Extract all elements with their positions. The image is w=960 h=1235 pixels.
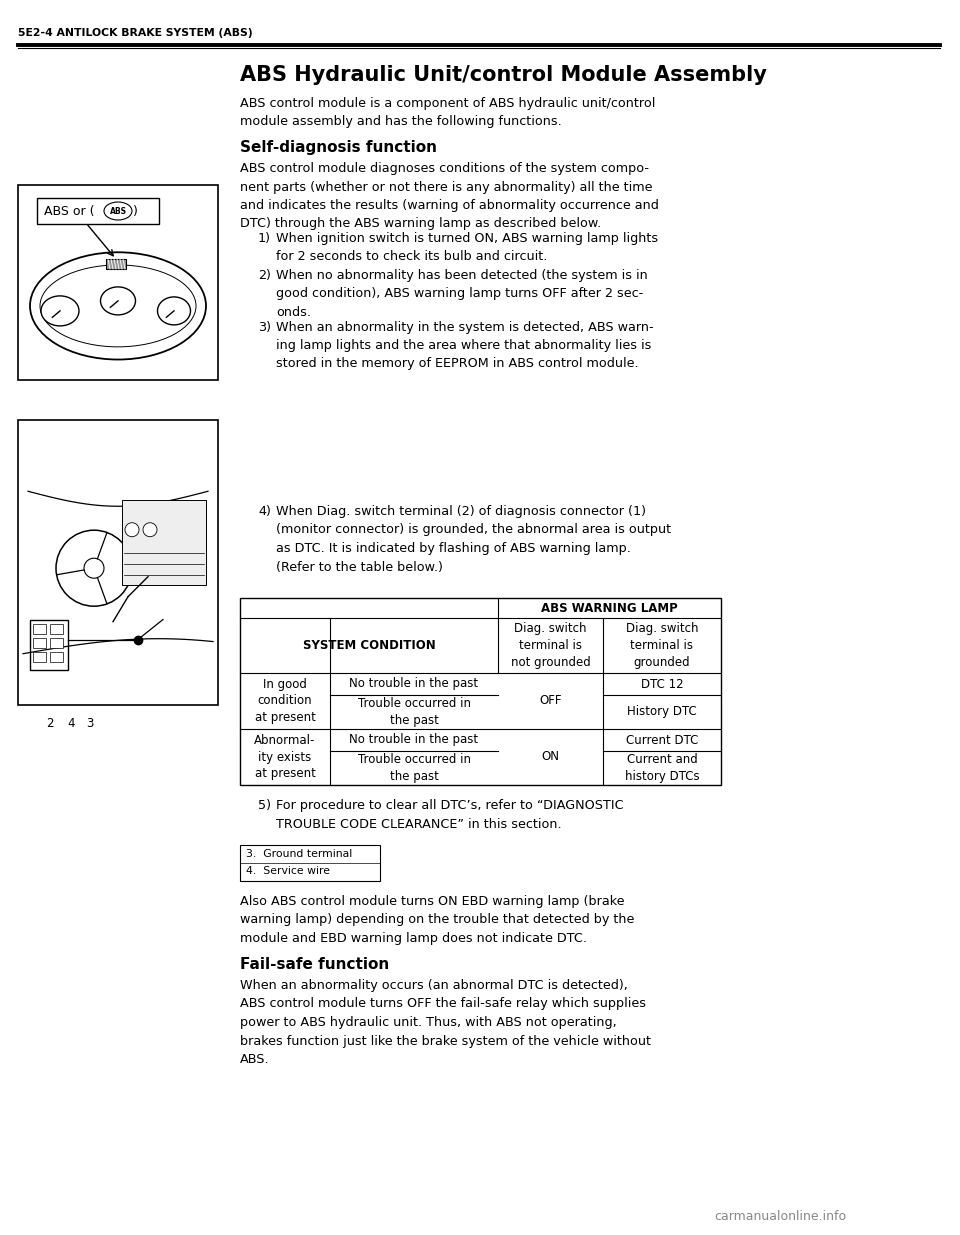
Ellipse shape: [157, 296, 190, 325]
Text: ABS WARNING LAMP: ABS WARNING LAMP: [541, 601, 678, 615]
Circle shape: [56, 530, 132, 606]
Ellipse shape: [30, 252, 206, 359]
Text: When ignition switch is turned ON, ABS warning lamp lights
for 2 seconds to chec: When ignition switch is turned ON, ABS w…: [276, 232, 659, 263]
Text: 1): 1): [258, 232, 271, 245]
Text: 5E2-4 ANTILOCK BRAKE SYSTEM (ABS): 5E2-4 ANTILOCK BRAKE SYSTEM (ABS): [18, 28, 252, 38]
Bar: [240, 598, 721, 785]
Text: 4.  Service wire: 4. Service wire: [246, 866, 330, 876]
Bar: [106, 259, 126, 269]
Text: History DTC: History DTC: [627, 705, 697, 719]
Text: ABS control module diagnoses conditions of the system compo-
nent parts (whether: ABS control module diagnoses conditions …: [240, 162, 659, 231]
Bar: [122, 500, 206, 585]
Text: 3.  Ground terminal: 3. Ground terminal: [246, 848, 352, 860]
Circle shape: [125, 522, 139, 537]
Text: When an abnormality in the system is detected, ABS warn-
ing lamp lights and the: When an abnormality in the system is det…: [276, 321, 654, 370]
Text: Current DTC: Current DTC: [626, 734, 698, 746]
Text: 2): 2): [258, 269, 271, 282]
Text: No trouble in the past: No trouble in the past: [349, 734, 479, 746]
Bar: [50, 652, 63, 662]
Text: ): ): [133, 205, 138, 217]
Text: 3): 3): [258, 321, 271, 333]
Circle shape: [143, 522, 157, 537]
Bar: [33, 637, 46, 647]
Text: Fail-safe function: Fail-safe function: [240, 957, 389, 972]
Bar: [50, 624, 63, 634]
Text: When no abnormality has been detected (the system is in
good condition), ABS war: When no abnormality has been detected (t…: [276, 269, 648, 319]
Text: Abnormal-
ity exists
at present: Abnormal- ity exists at present: [254, 734, 316, 781]
Text: Also ABS control module turns ON EBD warning lamp (brake
warning lamp) depending: Also ABS control module turns ON EBD war…: [240, 895, 635, 945]
Bar: [33, 624, 46, 634]
Text: Current and
history DTCs: Current and history DTCs: [625, 753, 699, 783]
Text: ABS Hydraulic Unit/control Module Assembly: ABS Hydraulic Unit/control Module Assemb…: [240, 65, 767, 85]
Text: No trouble in the past: No trouble in the past: [349, 678, 479, 690]
Text: When Diag. switch terminal (2) of diagnosis connector (1)
(monitor connector) is: When Diag. switch terminal (2) of diagno…: [276, 505, 671, 573]
Bar: [18, 185, 218, 380]
Text: ABS control module is a component of ABS hydraulic unit/control
module assembly : ABS control module is a component of ABS…: [240, 98, 656, 128]
Bar: [30, 620, 68, 669]
Text: Diag. switch
terminal is
grounded: Diag. switch terminal is grounded: [626, 622, 698, 669]
Text: 3: 3: [86, 718, 94, 730]
Text: In good
condition
at present: In good condition at present: [254, 678, 316, 724]
Text: Diag. switch
terminal is
not grounded: Diag. switch terminal is not grounded: [511, 622, 590, 669]
Bar: [33, 652, 46, 662]
Text: 4: 4: [67, 718, 75, 730]
Text: 5): 5): [258, 799, 271, 811]
FancyBboxPatch shape: [37, 198, 159, 224]
Ellipse shape: [41, 296, 79, 326]
Text: Trouble occurred in
the past: Trouble occurred in the past: [357, 753, 470, 783]
Text: ABS or (: ABS or (: [44, 205, 94, 217]
Text: 4): 4): [258, 505, 271, 517]
Bar: [18, 420, 218, 705]
Text: Self-diagnosis function: Self-diagnosis function: [240, 140, 437, 156]
Text: OFF: OFF: [540, 694, 562, 708]
Text: ABS: ABS: [109, 206, 127, 215]
Bar: [240, 845, 380, 881]
Bar: [50, 637, 63, 647]
Text: 2: 2: [46, 718, 54, 730]
Circle shape: [84, 558, 104, 578]
Ellipse shape: [101, 287, 135, 315]
Text: Trouble occurred in
the past: Trouble occurred in the past: [357, 698, 470, 726]
Text: When an abnormality occurs (an abnormal DTC is detected),
ABS control module tur: When an abnormality occurs (an abnormal …: [240, 979, 651, 1066]
Text: SYSTEM CONDITION: SYSTEM CONDITION: [302, 638, 436, 652]
Ellipse shape: [40, 266, 196, 347]
Text: ON: ON: [541, 751, 560, 763]
Text: DTC 12: DTC 12: [640, 678, 684, 690]
Text: For procedure to clear all DTC’s, refer to “DIAGNOSTIC
TROUBLE CODE CLEARANCE” i: For procedure to clear all DTC’s, refer …: [276, 799, 624, 830]
Ellipse shape: [104, 203, 132, 220]
Text: carmanualonline.info: carmanualonline.info: [714, 1210, 846, 1223]
